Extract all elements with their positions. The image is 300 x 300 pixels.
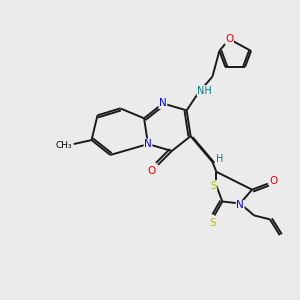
Text: N: N — [236, 200, 244, 211]
Text: CH₃: CH₃ — [56, 140, 72, 149]
Text: O: O — [148, 166, 156, 176]
Text: NH: NH — [197, 85, 212, 96]
Text: N: N — [159, 98, 167, 108]
Text: N: N — [144, 139, 152, 149]
Text: S: S — [209, 218, 216, 228]
Text: O: O — [270, 176, 278, 186]
Text: S: S — [210, 181, 217, 191]
Text: O: O — [225, 34, 233, 44]
Text: H: H — [216, 154, 223, 164]
